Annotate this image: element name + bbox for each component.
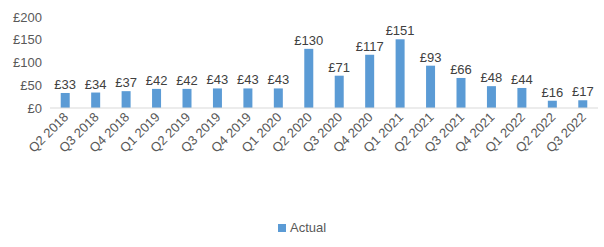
- data-label: £130: [294, 33, 323, 48]
- data-label: £43: [237, 72, 259, 87]
- y-tick-label: £100: [13, 55, 42, 70]
- bar: [274, 88, 283, 108]
- bar: [396, 39, 405, 108]
- bar: [426, 66, 435, 108]
- bar: [152, 89, 161, 108]
- bar: [365, 55, 374, 108]
- data-label: £151: [386, 23, 415, 38]
- bars: [61, 39, 588, 108]
- data-label: £34: [85, 77, 107, 92]
- data-label: £42: [176, 73, 198, 88]
- bar: [578, 100, 587, 108]
- x-axis: [50, 108, 598, 109]
- data-label: £117: [356, 39, 384, 54]
- data-label: £33: [54, 77, 76, 92]
- data-label: £71: [328, 60, 350, 75]
- bar: [487, 86, 496, 108]
- bar: [91, 93, 100, 108]
- bar: [122, 91, 131, 108]
- data-label: £43: [267, 72, 289, 87]
- bar: [213, 88, 222, 108]
- bar: [243, 88, 252, 108]
- legend: Actual: [278, 220, 326, 235]
- data-label: £16: [541, 85, 563, 100]
- bar: [517, 88, 526, 108]
- legend-label: Actual: [290, 220, 326, 235]
- data-label: £93: [420, 50, 442, 65]
- bar: [548, 101, 557, 108]
- data-label: £48: [481, 70, 503, 85]
- data-label: £44: [511, 72, 533, 87]
- y-tick-label: £50: [20, 78, 42, 93]
- bar: [183, 89, 192, 108]
- legend-swatch: [278, 224, 286, 232]
- data-label: £43: [207, 72, 229, 87]
- data-label: £66: [450, 62, 472, 77]
- bar: [304, 49, 313, 108]
- x-tick-label: Q3 2022: [543, 110, 589, 156]
- y-tick-label: £0: [28, 101, 42, 116]
- y-tick-label: £200: [13, 10, 42, 25]
- bar: [61, 93, 70, 108]
- bar: [335, 76, 344, 108]
- data-label: £17: [572, 84, 594, 99]
- data-label: £42: [146, 73, 168, 88]
- data-label: £37: [115, 75, 137, 90]
- chart: £0 £50 £100 £150 £200 £33 £34 £37 £42 £42 £43 £43 £4…: [0, 0, 604, 247]
- bar: [457, 78, 466, 108]
- y-tick-label: £150: [13, 32, 42, 47]
